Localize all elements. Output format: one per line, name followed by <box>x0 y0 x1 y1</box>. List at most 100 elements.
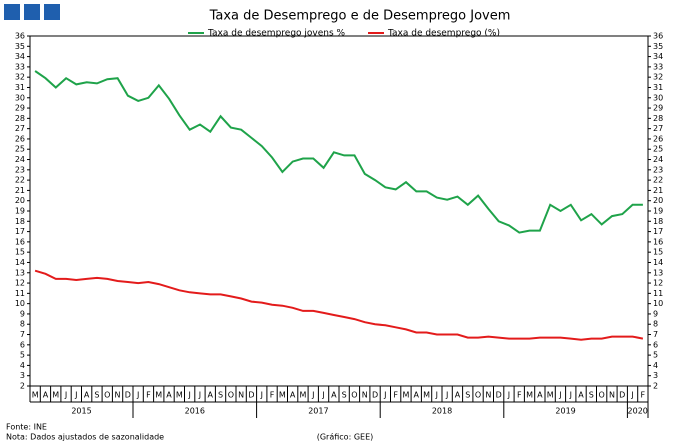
y-tick-label: 14 <box>15 258 25 267</box>
x-tick-label: J <box>507 391 510 400</box>
x-tick-label: J <box>445 391 448 400</box>
year-label: 2016 <box>185 407 205 416</box>
x-tick-label: S <box>218 391 223 400</box>
x-tick-label: A <box>414 391 420 400</box>
x-tick-label: S <box>465 391 470 400</box>
x-tick-label: J <box>435 391 438 400</box>
x-tick-label: M <box>526 391 533 400</box>
y-tick-label: 23 <box>15 165 25 174</box>
x-tick-label: A <box>166 391 172 400</box>
x-tick-label: N <box>362 391 368 400</box>
x-tick-label: A <box>537 391 543 400</box>
y2-tick-label: 12 <box>653 279 663 288</box>
x-tick-label: M <box>547 391 554 400</box>
x-tick-label: M <box>279 391 286 400</box>
x-tick-label: S <box>342 391 347 400</box>
logo-square <box>24 4 40 20</box>
y-tick-label: 11 <box>15 289 25 298</box>
y-tick-label: 10 <box>15 299 25 308</box>
y2-tick-label: 26 <box>653 134 663 143</box>
y-tick-label: 13 <box>15 268 25 277</box>
y2-tick-label: 20 <box>653 196 663 205</box>
x-tick-label: J <box>260 391 263 400</box>
x-tick-label: O <box>104 391 110 400</box>
x-tick-label: N <box>485 391 491 400</box>
y-tick-label: 34 <box>15 52 25 61</box>
x-tick-label: M <box>155 391 162 400</box>
x-tick-label: F <box>146 391 151 400</box>
x-tick-label: J <box>187 391 190 400</box>
y-tick-label: 17 <box>15 227 25 236</box>
x-tick-label: M <box>402 391 409 400</box>
x-tick-label: A <box>331 391 337 400</box>
year-label: 2020 <box>628 407 648 416</box>
x-tick-label: A <box>455 391 461 400</box>
logo-square <box>44 4 60 20</box>
y2-tick-label: 15 <box>653 248 663 257</box>
x-tick-label: J <box>198 391 201 400</box>
x-tick-label: M <box>299 391 306 400</box>
y-tick-label: 5 <box>20 351 25 360</box>
x-tick-label: A <box>578 391 584 400</box>
y2-tick-label: 17 <box>653 227 663 236</box>
y2-tick-label: 19 <box>653 207 663 216</box>
y-tick-label: 36 <box>15 32 25 41</box>
y2-tick-label: 32 <box>653 73 663 82</box>
x-tick-label: F <box>270 391 275 400</box>
y-tick-label: 21 <box>15 186 25 195</box>
y-tick-label: 33 <box>15 62 25 71</box>
y-tick-label: 9 <box>20 309 25 318</box>
x-tick-label: N <box>609 391 615 400</box>
x-tick-label: O <box>475 391 481 400</box>
y2-tick-label: 31 <box>653 83 663 92</box>
y2-tick-label: 36 <box>653 32 663 41</box>
y-tick-label: 32 <box>15 73 25 82</box>
x-tick-label: F <box>517 391 522 400</box>
x-tick-label: O <box>228 391 234 400</box>
y-tick-label: 16 <box>15 237 25 246</box>
y-tick-label: 29 <box>15 104 25 113</box>
legend-label: Taxa de desemprego jovens % <box>207 29 346 39</box>
x-tick-label: O <box>351 391 357 400</box>
y-tick-label: 30 <box>15 93 25 102</box>
y-tick-label: 24 <box>15 155 25 164</box>
y-tick-label: 20 <box>15 196 25 205</box>
y-tick-label: 12 <box>15 279 25 288</box>
y-tick-label: 31 <box>15 83 25 92</box>
note: Nota: Dados ajustados de sazonalidade <box>6 433 164 442</box>
x-tick-label: S <box>94 391 99 400</box>
y2-tick-label: 4 <box>653 361 658 370</box>
x-tick-label: J <box>136 391 139 400</box>
x-tick-label: A <box>208 391 214 400</box>
x-tick-label: F <box>641 391 646 400</box>
x-tick-label: M <box>52 391 59 400</box>
y-tick-label: 28 <box>15 114 25 123</box>
x-tick-label: F <box>393 391 398 400</box>
x-tick-label: S <box>589 391 594 400</box>
x-tick-label: O <box>599 391 605 400</box>
x-tick-label: A <box>84 391 90 400</box>
y2-tick-label: 34 <box>653 52 663 61</box>
series-line <box>34 269 644 341</box>
x-tick-label: J <box>64 391 67 400</box>
year-label: 2015 <box>71 407 91 416</box>
y2-tick-label: 27 <box>653 124 663 133</box>
y2-tick-label: 5 <box>653 351 658 360</box>
y2-tick-label: 10 <box>653 299 663 308</box>
legend-label: Taxa de desemprego (%) <box>387 29 500 39</box>
x-tick-label: J <box>311 391 314 400</box>
y2-tick-label: 6 <box>653 340 658 349</box>
y-tick-label: 2 <box>20 382 25 391</box>
y-tick-label: 3 <box>20 371 25 380</box>
y2-tick-label: 30 <box>653 93 663 102</box>
x-tick-label: J <box>74 391 77 400</box>
y-tick-label: 6 <box>20 340 25 349</box>
y2-tick-label: 14 <box>653 258 663 267</box>
series-line <box>34 70 643 234</box>
y-tick-label: 22 <box>15 176 25 185</box>
y-tick-label: 15 <box>15 248 25 257</box>
y2-tick-label: 22 <box>653 176 663 185</box>
x-tick-label: M <box>423 391 430 400</box>
x-tick-label: N <box>238 391 244 400</box>
